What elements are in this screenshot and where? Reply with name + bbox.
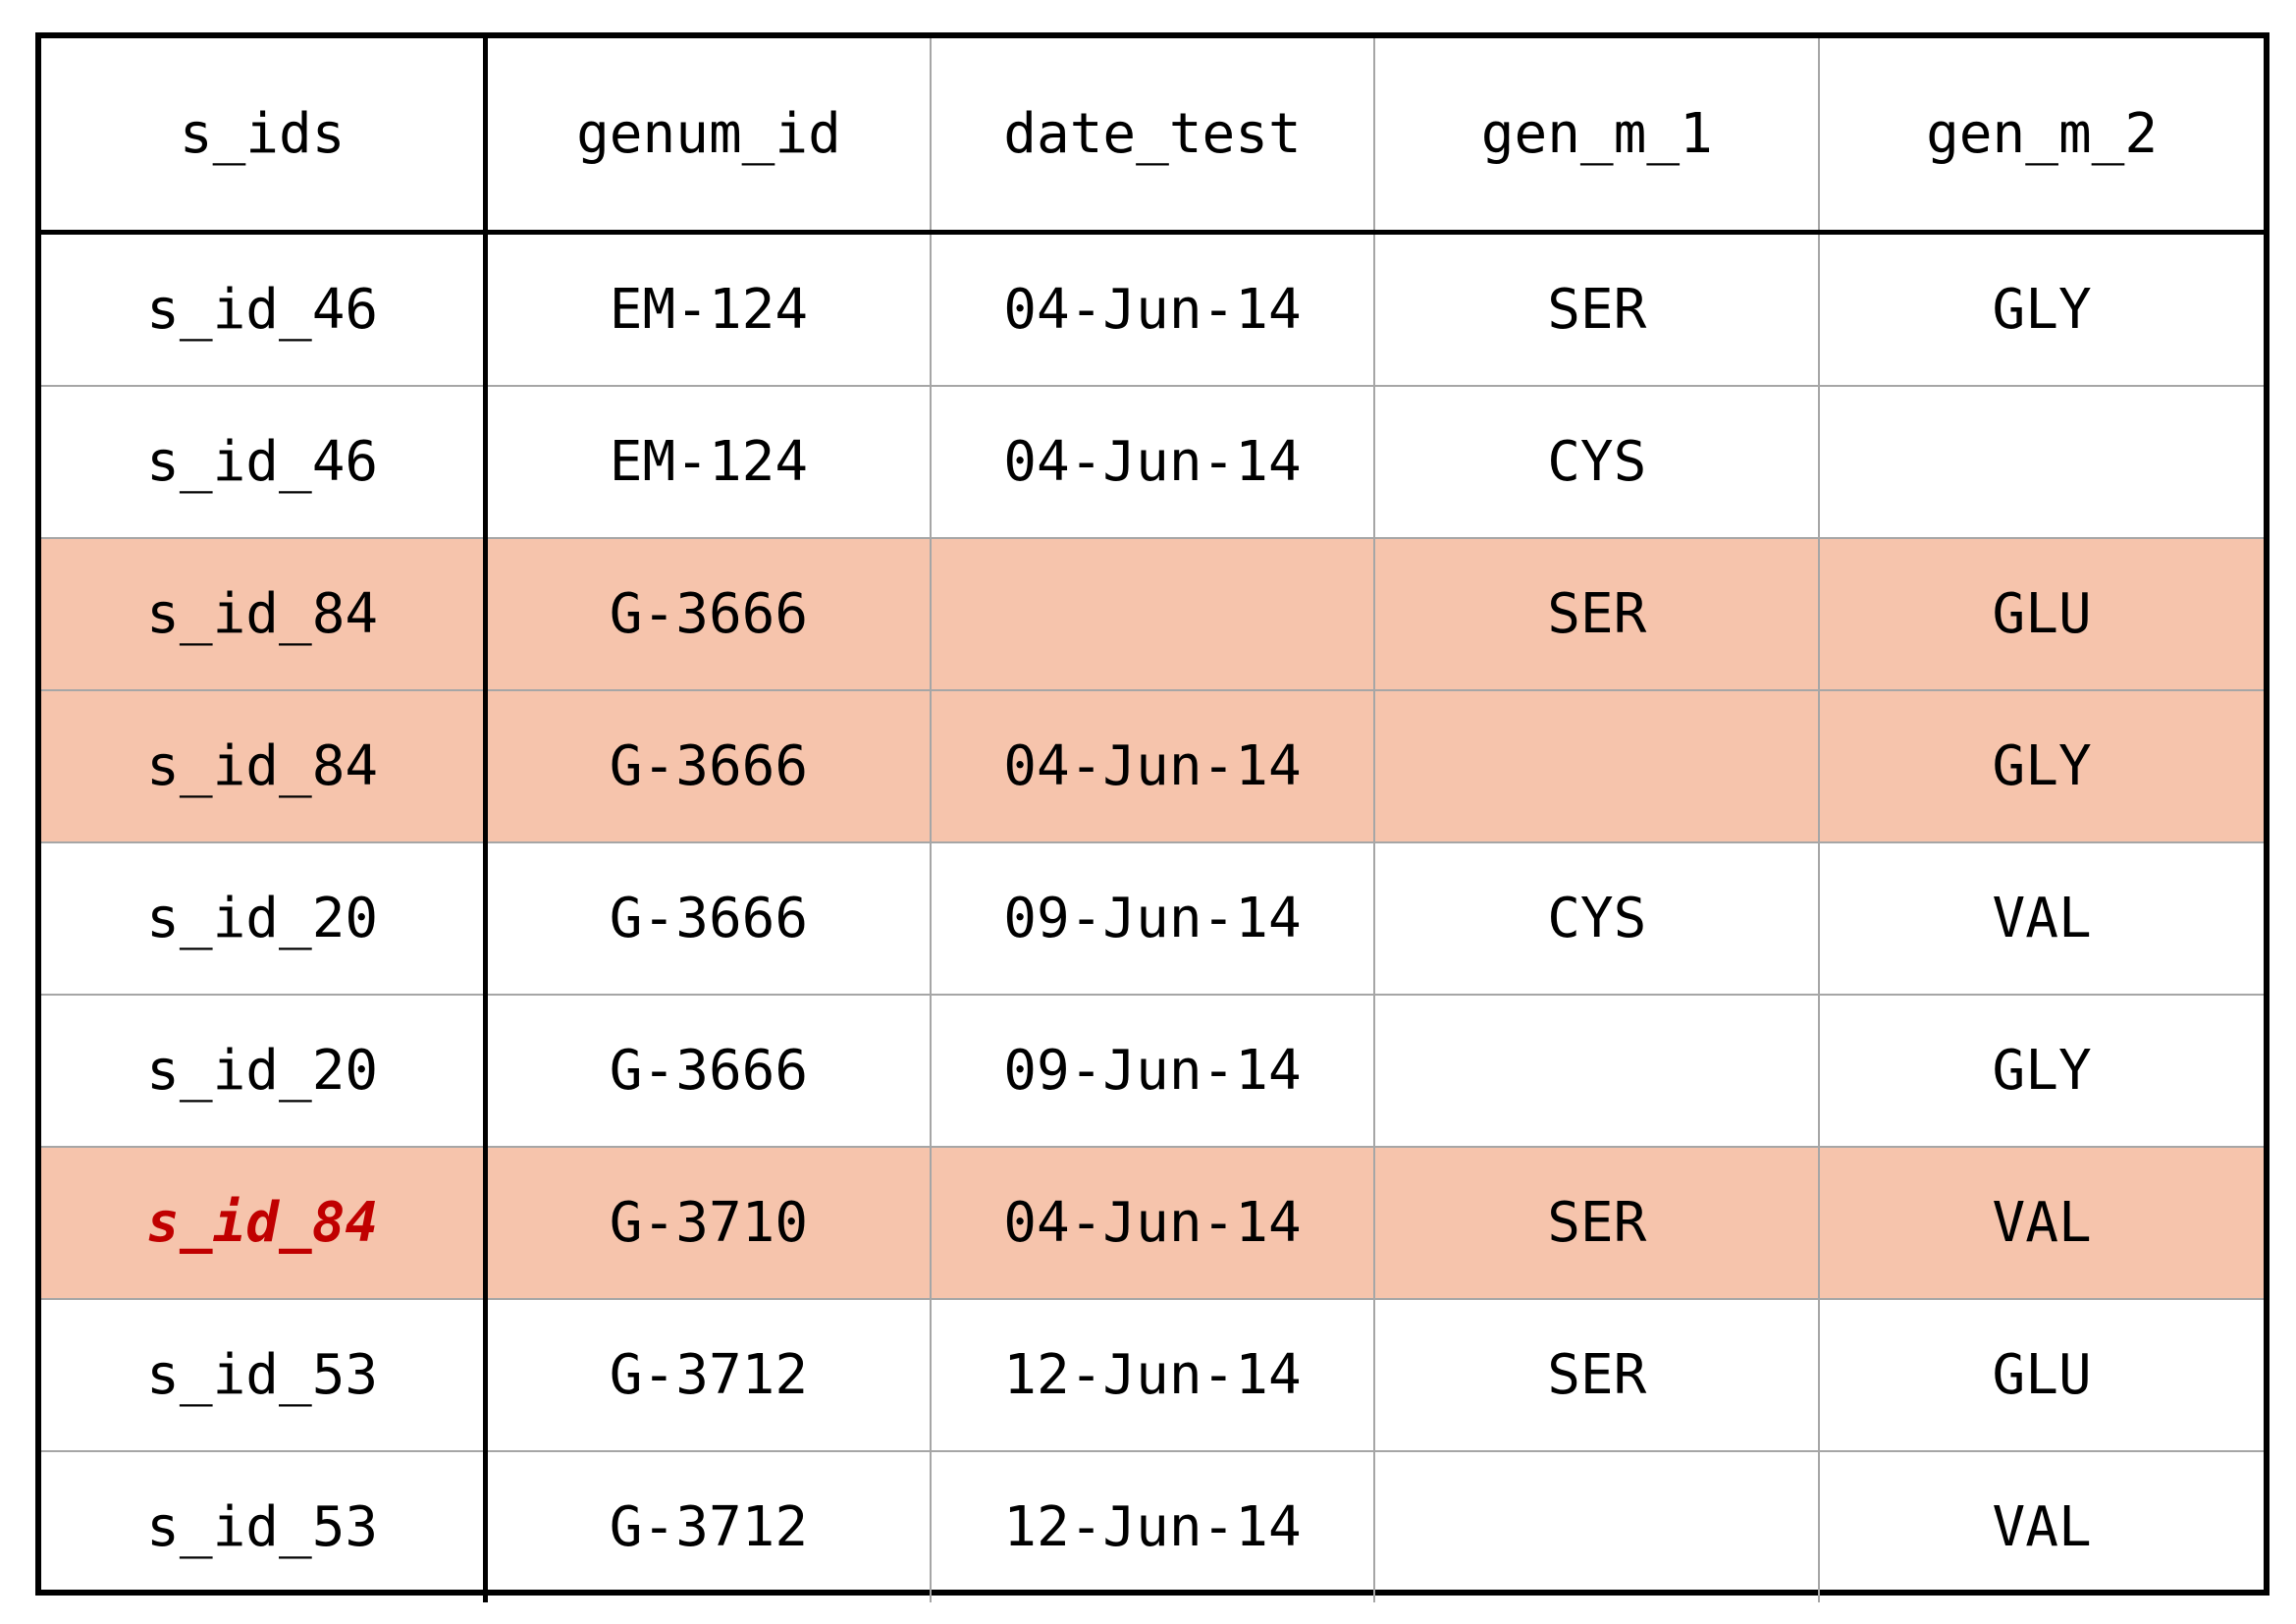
cell-gen-m-2 xyxy=(1818,385,2264,538)
cell-s-ids: s_id_46 xyxy=(41,232,489,386)
cell-s-ids: s_id_20 xyxy=(41,994,489,1147)
cell-date-test: 09-Jun-14 xyxy=(929,841,1375,995)
cell-date-test: 12-Jun-14 xyxy=(929,1450,1375,1602)
column-header-gen-m-1: gen_m_1 xyxy=(1373,38,1820,235)
table-row: s_id_84 G-3666 SER GLU xyxy=(41,537,2264,690)
table-row: s_id_46 EM-124 04-Jun-14 CYS xyxy=(41,385,2264,538)
cell-gen-m-1: SER xyxy=(1373,1298,1820,1451)
cell-s-ids: s_id_84 xyxy=(41,1146,489,1299)
table-row: s_id_20 G-3666 09-Jun-14 CYS VAL xyxy=(41,841,2264,995)
table-row: s_id_84 G-3666 04-Jun-14 GLY xyxy=(41,689,2264,842)
table-row: s_id_53 G-3712 12-Jun-14 VAL xyxy=(41,1450,2264,1602)
cell-genum-id: EM-124 xyxy=(485,385,931,538)
cell-s-ids: s_id_46 xyxy=(41,385,489,538)
cell-gen-m-1: CYS xyxy=(1373,841,1820,995)
cell-gen-m-2: GLY xyxy=(1818,689,2264,842)
cell-s-ids: s_id_84 xyxy=(41,537,489,690)
cell-genum-id: G-3666 xyxy=(485,994,931,1147)
cell-gen-m-2: VAL xyxy=(1818,1450,2264,1602)
cell-s-ids: s_id_53 xyxy=(41,1298,489,1451)
cell-s-ids: s_id_53 xyxy=(41,1450,489,1602)
header-row: s_ids genum_id date_test gen_m_1 gen_m_2 xyxy=(41,38,2264,235)
cell-gen-m-1: CYS xyxy=(1373,385,1820,538)
cell-s-ids: s_id_20 xyxy=(41,841,489,995)
cell-date-test: 04-Jun-14 xyxy=(929,385,1375,538)
column-header-genum-id: genum_id xyxy=(485,38,931,235)
cell-gen-m-1: SER xyxy=(1373,232,1820,386)
cell-genum-id: G-3666 xyxy=(485,537,931,690)
cell-gen-m-1: SER xyxy=(1373,1146,1820,1299)
cell-date-test: 04-Jun-14 xyxy=(929,689,1375,842)
cell-genum-id: G-3712 xyxy=(485,1298,931,1451)
cell-genum-id: G-3666 xyxy=(485,841,931,995)
table-row: s_id_53 G-3712 12-Jun-14 SER GLU xyxy=(41,1298,2264,1451)
cell-gen-m-1: SER xyxy=(1373,537,1820,690)
cell-genum-id: G-3712 xyxy=(485,1450,931,1602)
cell-gen-m-2: VAL xyxy=(1818,1146,2264,1299)
cell-date-test xyxy=(929,537,1375,690)
cell-date-test: 09-Jun-14 xyxy=(929,994,1375,1147)
table-header: s_ids genum_id date_test gen_m_1 gen_m_2 xyxy=(41,38,2264,235)
column-header-date-test: date_test xyxy=(929,38,1375,235)
cell-gen-m-2: VAL xyxy=(1818,841,2264,995)
cell-genum-id: G-3710 xyxy=(485,1146,931,1299)
cell-gen-m-2: GLY xyxy=(1818,232,2264,386)
data-table-container: s_ids genum_id date_test gen_m_1 gen_m_2… xyxy=(35,32,2269,1602)
cell-gen-m-1 xyxy=(1373,994,1820,1147)
table-body: s_id_46 EM-124 04-Jun-14 SER GLY s_id_46 EM-12… xyxy=(41,232,2264,1602)
cell-date-test: 04-Jun-14 xyxy=(929,1146,1375,1299)
cell-gen-m-2: GLU xyxy=(1818,1298,2264,1451)
table-row: s_id_20 G-3666 09-Jun-14 GLY xyxy=(41,994,2264,1147)
table-row: s_id_84 G-3710 04-Jun-14 SER VAL xyxy=(41,1146,2264,1299)
table-row: s_id_46 EM-124 04-Jun-14 SER GLY xyxy=(41,232,2264,386)
column-header-s-ids: s_ids xyxy=(41,38,489,235)
cell-date-test: 04-Jun-14 xyxy=(929,232,1375,386)
cell-genum-id: G-3666 xyxy=(485,689,931,842)
data-table: s_ids genum_id date_test gen_m_1 gen_m_2… xyxy=(41,38,2264,1602)
cell-gen-m-2: GLU xyxy=(1818,537,2264,690)
column-header-gen-m-2: gen_m_2 xyxy=(1818,38,2264,235)
cell-gen-m-2: GLY xyxy=(1818,994,2264,1147)
cell-date-test: 12-Jun-14 xyxy=(929,1298,1375,1451)
cell-s-ids: s_id_84 xyxy=(41,689,489,842)
cell-gen-m-1 xyxy=(1373,689,1820,842)
cell-gen-m-1 xyxy=(1373,1450,1820,1602)
cell-genum-id: EM-124 xyxy=(609,278,809,342)
